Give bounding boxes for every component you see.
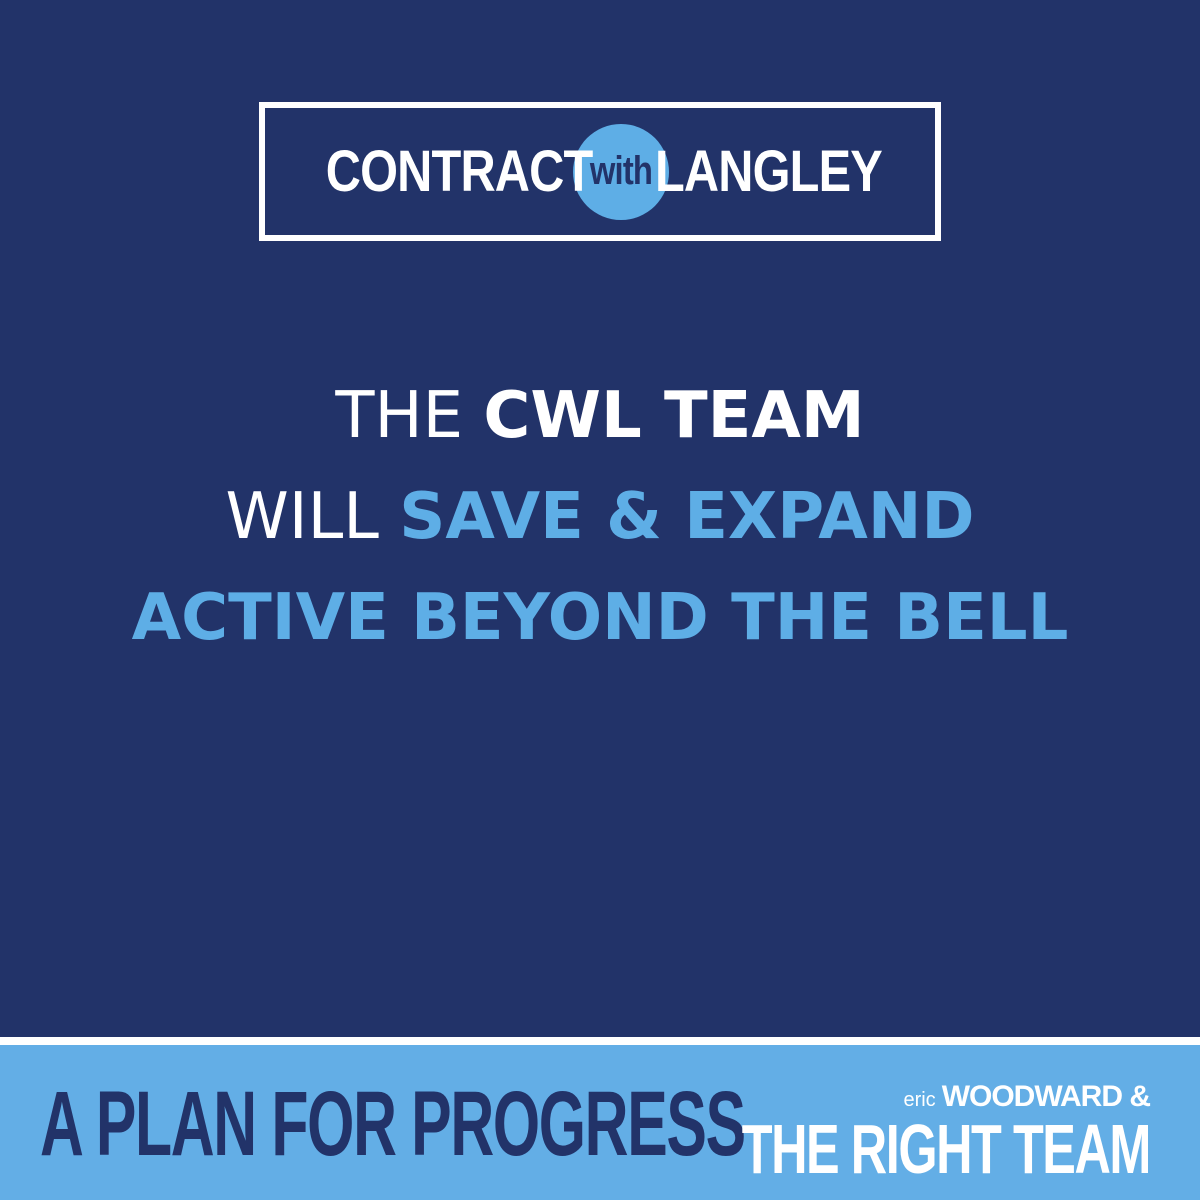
- woodward-brand-logo: eric WOODWARD & THE RIGHT TEAM: [730, 1080, 1152, 1188]
- contract-with-langley-logo: CONTRACT with LANGLEY: [259, 102, 941, 241]
- headline-line-1-bold: CWL TEAM: [483, 379, 865, 453]
- brand-top-line: eric WOODWARD &: [903, 1080, 1151, 1113]
- footer-tagline: A PLAN FOR PROGRESS: [40, 1073, 746, 1175]
- main-panel: CONTRACT with LANGLEY THE CWL TEAM WILL …: [0, 102, 1200, 650]
- footer-divider: [0, 1037, 1200, 1045]
- headline-line-3: ACTIVE BEYOND THE BELL: [0, 586, 1200, 650]
- footer-band: [0, 1045, 1200, 1200]
- headline-line-1-normal: THE: [335, 379, 484, 453]
- logo-word-with: with: [589, 149, 652, 193]
- headline-line-1: THE CWL TEAM: [0, 384, 1200, 448]
- brand-team: THE RIGHT TEAM: [741, 1110, 1152, 1188]
- logo-word-langley: LANGLEY: [654, 138, 883, 204]
- logo-word-contract: CONTRACT: [326, 138, 593, 204]
- headline-line-3-bold: ACTIVE BEYOND THE BELL: [131, 581, 1069, 655]
- brand-name: WOODWARD &: [941, 1080, 1151, 1113]
- logo-circle-badge: with: [572, 123, 669, 220]
- headline-line-2-bold: SAVE & EXPAND: [399, 480, 975, 554]
- headline-line-2-normal: WILL: [225, 480, 400, 554]
- brand-prefix: eric: [903, 1089, 936, 1111]
- headline-line-2: WILL SAVE & EXPAND: [0, 485, 1200, 549]
